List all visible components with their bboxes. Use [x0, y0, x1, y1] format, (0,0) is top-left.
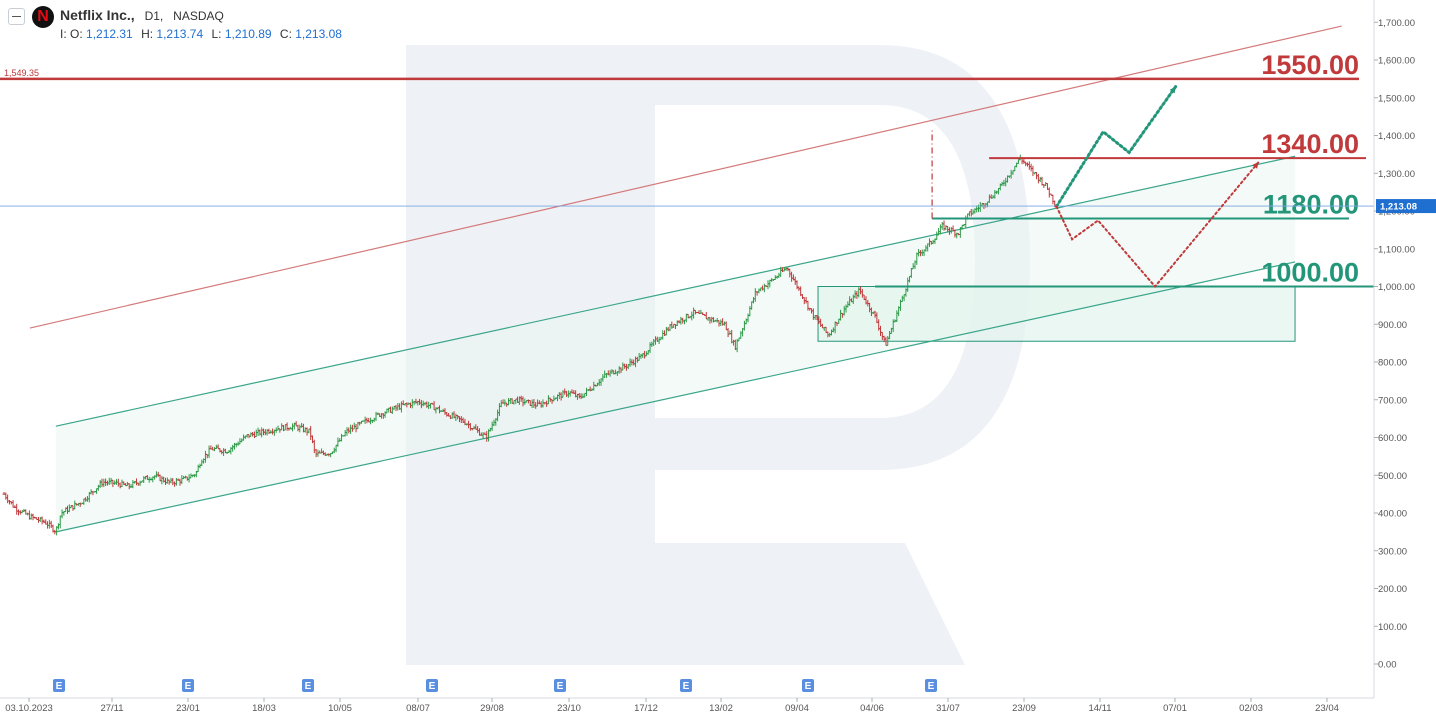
- y-tick-label: 1,700.00: [1378, 18, 1415, 29]
- y-tick-label: 200.00: [1378, 584, 1407, 595]
- x-tick-label: 23/01: [176, 703, 200, 714]
- y-tick-label: 1,100.00: [1378, 244, 1415, 255]
- x-tick-label: 04/06: [860, 703, 884, 714]
- y-tick-label: 1,000.00: [1378, 282, 1415, 293]
- earnings-marker-label: E: [429, 681, 436, 692]
- bearish-forecast-path: [1055, 160, 1260, 289]
- channel-fill: [55, 156, 1296, 532]
- earnings-marker: [802, 679, 814, 692]
- level-label-1550.00: 1550.00: [1261, 50, 1359, 80]
- level-label-1180.00: 1180.00: [1263, 190, 1359, 220]
- level-label-1340.00: 1340.00: [1261, 129, 1359, 159]
- bearish-forecast-path-arrowhead: [1252, 161, 1259, 169]
- earnings-marker-label: E: [56, 681, 63, 692]
- x-tick-label: 18/03: [252, 703, 276, 714]
- ohlc-value-low: 1,210.89: [224, 27, 272, 41]
- x-tick-label: 17/12: [634, 703, 658, 714]
- exchange-label: NASDAQ: [173, 9, 224, 23]
- earnings-marker: [680, 679, 692, 692]
- x-tick-label: 02/03: [1239, 703, 1263, 714]
- watermark-logo: [406, 45, 1030, 665]
- symbol-title: Netflix Inc., D1, NASDAQ: [60, 7, 224, 23]
- level-label-1000.00: 1000.00: [1261, 258, 1359, 288]
- x-tick-label: 23/04: [1315, 703, 1339, 714]
- earnings-marker: [302, 679, 314, 692]
- x-tick-label: 29/08: [480, 703, 504, 714]
- y-tick-label: 100.00: [1378, 622, 1407, 633]
- y-tick-label: 0.00: [1378, 660, 1397, 671]
- earnings-marker: [925, 679, 937, 692]
- y-tick-label: 500.00: [1378, 471, 1407, 482]
- x-tick-label: 07/01: [1163, 703, 1187, 714]
- y-tick-label: 1,600.00: [1378, 56, 1415, 67]
- y-tick-label: 400.00: [1378, 509, 1407, 520]
- x-tick-label: 23/09: [1012, 703, 1036, 714]
- x-tick-label: 03.10.2023: [5, 703, 53, 714]
- collapse-icon[interactable]: [8, 8, 25, 25]
- prev-high-label: 1,549.35: [4, 68, 39, 78]
- earnings-marker-label: E: [557, 681, 564, 692]
- ohlc-label-high: H:: [141, 27, 154, 41]
- ohlc-label-close: C:: [279, 27, 292, 41]
- earnings-marker-label: E: [683, 681, 690, 692]
- y-tick-label: 1,300.00: [1378, 169, 1415, 180]
- x-tick-label: 31/07: [936, 703, 960, 714]
- bullish-forecast-path: [1055, 84, 1178, 208]
- symbol-name: Netflix Inc.,: [60, 7, 135, 23]
- green-channel-upper-line: [55, 155, 1296, 427]
- ohlc-readout: I: O: 1,212.31 H: 1,213.74 L: 1,210.89 C…: [60, 27, 347, 41]
- netflix-logo-icon: N: [32, 6, 54, 28]
- ohlc-label-low: L:: [211, 27, 222, 41]
- x-tick-label: 10/05: [328, 703, 352, 714]
- earnings-marker-label: E: [305, 681, 312, 692]
- current-price-tag-label: 1,213.08: [1380, 202, 1417, 213]
- earnings-marker-label: E: [928, 681, 935, 692]
- ohlc-label-open: I: O:: [60, 27, 83, 41]
- earnings-marker: [426, 679, 438, 692]
- y-tick-label: 700.00: [1378, 395, 1407, 406]
- x-tick-label: 08/07: [406, 703, 430, 714]
- earnings-marker: [53, 679, 65, 692]
- interval-label: D1,: [144, 9, 164, 23]
- bullish-forecast-path-arrowhead: [1169, 86, 1176, 94]
- x-tick-label: 27/11: [100, 703, 123, 714]
- y-tick-label: 600.00: [1378, 433, 1407, 444]
- current-price-tag: [1376, 199, 1436, 214]
- earnings-marker-label: E: [805, 681, 812, 692]
- earnings-marker: [182, 679, 194, 692]
- y-tick-label: 800.00: [1378, 358, 1407, 369]
- earnings-marker-label: E: [185, 681, 192, 692]
- red-trend-line: [29, 25, 1342, 329]
- ohlc-value-high: 1,213.74: [156, 27, 204, 41]
- x-tick-label: 13/02: [709, 703, 733, 714]
- x-tick-label: 14/11: [1088, 703, 1111, 714]
- y-tick-label: 300.00: [1378, 546, 1407, 557]
- x-tick-label: 09/04: [785, 703, 809, 714]
- y-tick-label: 900.00: [1378, 320, 1407, 331]
- ohlc-value-open: 1,212.31: [86, 27, 133, 41]
- ohlc-value-close: 1,213.08: [295, 27, 342, 41]
- green-channel-lower-line: [55, 261, 1296, 533]
- y-tick-label: 1,400.00: [1378, 131, 1415, 142]
- earnings-marker: [554, 679, 566, 692]
- y-tick-label: 1,500.00: [1378, 93, 1415, 104]
- x-tick-label: 23/10: [557, 703, 581, 714]
